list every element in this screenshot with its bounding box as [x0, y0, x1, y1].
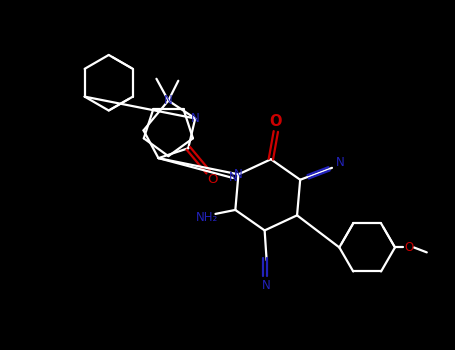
Text: N: N [262, 280, 271, 293]
Text: N: N [164, 94, 173, 107]
Text: O: O [270, 114, 282, 129]
Text: O: O [207, 174, 217, 187]
Text: O: O [404, 241, 414, 254]
Text: NH₂: NH₂ [197, 211, 218, 224]
Text: N: N [335, 156, 344, 169]
Text: N: N [234, 168, 243, 181]
Text: N: N [228, 172, 238, 184]
Text: N: N [191, 112, 200, 125]
